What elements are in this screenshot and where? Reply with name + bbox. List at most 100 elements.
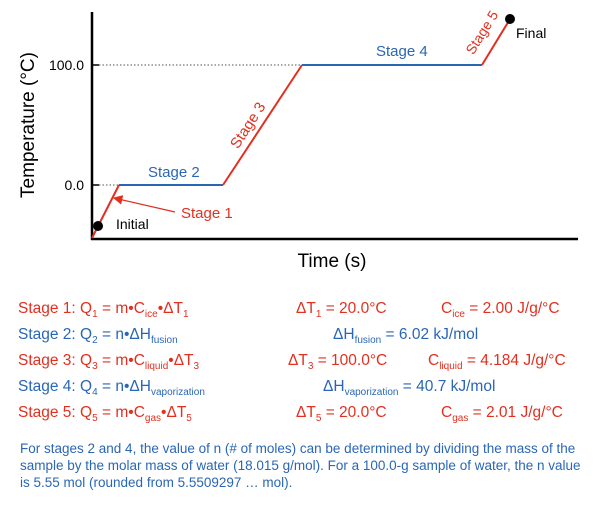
stage-1-arrow <box>112 195 176 213</box>
subscript: 3 <box>307 361 314 373</box>
stage-2-label: Stage 2 <box>148 164 200 181</box>
symbol: = <box>97 326 116 343</box>
final-point <box>505 14 515 24</box>
symbol: Q <box>80 326 93 343</box>
symbol: ΔH <box>323 378 345 395</box>
subscript: gas <box>144 413 162 425</box>
symbol: m <box>115 300 129 317</box>
symbol: Q <box>80 378 93 395</box>
value: = 100.0°C <box>313 352 388 369</box>
symbol: C <box>133 300 145 317</box>
symbol: Q <box>80 352 93 369</box>
subscript: 2 <box>92 335 98 347</box>
stage-4-label: Stage 4 <box>376 43 428 60</box>
value: = 20.0°C <box>321 300 387 317</box>
value: = 6.02 kJ/mol <box>381 326 479 343</box>
equation-row-stage-2: Stage 2: Q2 = n•ΔHfusion ΔHfusion = 6.02… <box>18 326 598 352</box>
symbol: • <box>161 404 167 421</box>
initial-label: Initial <box>116 216 149 232</box>
heating-curve-chart: 100.0 0.0 Temperature (°C) Time (s) Init… <box>18 7 578 272</box>
symbol: • <box>157 300 164 317</box>
equation-row-stage-5: Stage 5: Q5 = m•Cgas•ΔT5 ΔT5 = 20.0°C Cg… <box>18 404 598 430</box>
delta-t-value: ΔT1 = 20.0°C <box>296 300 387 320</box>
symbol: ΔT <box>288 352 308 369</box>
symbol: C <box>133 352 145 369</box>
symbol: = <box>97 352 116 369</box>
subscript: vaporization <box>150 387 205 399</box>
stage-1-label: Stage 1 <box>181 205 233 222</box>
symbol: C <box>133 404 145 421</box>
enthalpy-value: ΔHfusion = 6.02 kJ/mol <box>333 326 478 346</box>
subscript: liquid <box>439 361 463 373</box>
stage-label: Stage 3: <box>18 352 81 369</box>
symbol: ΔT <box>296 300 316 317</box>
symbol: = <box>97 300 116 317</box>
subscript: ice <box>452 309 465 321</box>
symbol: m <box>115 404 129 421</box>
subscript: gas <box>452 413 469 425</box>
symbol: • <box>128 300 134 317</box>
symbol: C <box>428 352 440 369</box>
equation-row-stage-3: Stage 3: Q3 = m•Cliquid•ΔT3 ΔT3 = 100.0°… <box>18 352 598 378</box>
subscript: 1 <box>182 309 189 321</box>
equation-formula: Stage 5: Q5 = m•Cgas•ΔT5 <box>18 404 192 424</box>
x-axis-label: Time (s) <box>298 251 367 272</box>
symbol: Q <box>80 300 93 317</box>
equation-table: Stage 1: Q1 = m•Cice•ΔT1 ΔT1 = 20.0°C Ci… <box>18 300 598 430</box>
subscript: 5 <box>92 413 98 425</box>
stage-5-label: Stage 5 <box>462 7 501 57</box>
equation-row-stage-1: Stage 1: Q1 = m•Cice•ΔT1 ΔT1 = 20.0°C Ci… <box>18 300 598 326</box>
value: = 2.00 J/g/°C <box>465 300 560 317</box>
equation-formula: Stage 3: Q3 = m•Cliquid•ΔT3 <box>18 352 199 372</box>
symbol: = <box>97 378 116 395</box>
heat-capacity-value: Cliquid = 4.184 J/g/°C <box>428 352 566 372</box>
y-axis-label: Temperature (°C) <box>18 52 39 198</box>
stage-3-segment <box>222 64 303 186</box>
symbol: C <box>441 300 453 317</box>
subscript: 3 <box>193 361 200 373</box>
symbol: Q <box>80 404 93 421</box>
stage-label: Stage 1: <box>18 300 81 317</box>
value: = 4.184 J/g/°C <box>462 352 566 369</box>
stage-label: Stage 4: <box>18 378 81 395</box>
y-tick-label-0: 0.0 <box>65 177 85 193</box>
heat-capacity-value: Cgas = 2.01 J/g/°C <box>441 404 563 424</box>
initial-point <box>93 221 103 231</box>
subscript: fusion <box>150 335 178 347</box>
subscript: fusion <box>354 335 382 347</box>
value: = 40.7 kJ/mol <box>398 378 496 395</box>
equation-formula: Stage 1: Q1 = m•Cice•ΔT1 <box>18 300 189 320</box>
symbol: ΔT <box>296 404 316 421</box>
symbol: • <box>123 326 130 343</box>
subscript: 3 <box>92 361 98 373</box>
symbol: • <box>128 404 134 421</box>
symbol: = <box>97 404 116 421</box>
symbol: C <box>441 404 453 421</box>
subscript: 1 <box>92 309 98 321</box>
subscript: 1 <box>315 309 322 321</box>
subscript: 5 <box>315 413 322 425</box>
subscript: ice <box>144 309 158 321</box>
symbol: n <box>115 326 124 343</box>
final-label: Final <box>516 25 546 41</box>
symbol: ΔT <box>163 300 183 317</box>
symbol: n <box>115 378 124 395</box>
subscript: liquid <box>144 361 169 373</box>
symbol: m <box>115 352 129 369</box>
symbol: • <box>168 352 174 369</box>
subscript: vaporization <box>344 387 399 399</box>
heat-capacity-value: Cice = 2.00 J/g/°C <box>441 300 560 320</box>
enthalpy-value: ΔHvaporization = 40.7 kJ/mol <box>323 378 495 398</box>
y-tick-label-100: 100.0 <box>49 57 84 73</box>
stage-5-segment <box>481 18 511 66</box>
symbol: ΔT <box>173 352 194 369</box>
symbol: • <box>123 378 130 395</box>
value: = 20.0°C <box>321 404 387 421</box>
delta-t-value: ΔT3 = 100.0°C <box>288 352 387 372</box>
footnote: For stages 2 and 4, the value of n (# of… <box>20 441 581 490</box>
stage-label: Stage 2: <box>18 326 81 343</box>
equation-formula: Stage 4: Q4 = n•ΔHvaporization <box>18 378 205 398</box>
stage-label: Stage 5: <box>18 404 81 421</box>
subscript: 5 <box>186 413 192 425</box>
symbol: ΔH <box>333 326 355 343</box>
